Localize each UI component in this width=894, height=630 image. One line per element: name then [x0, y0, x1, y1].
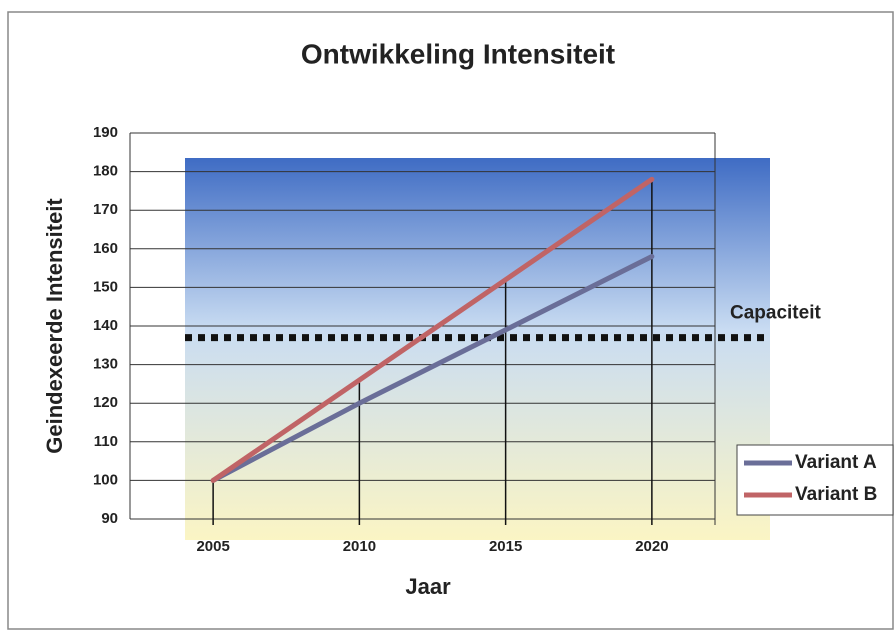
y-tick-label: 140	[93, 317, 118, 334]
legend-box	[736, 444, 894, 516]
y-tick-label: 90	[101, 510, 118, 527]
x-tick-label: 2015	[489, 538, 522, 555]
chart-title: Ontwikkeling Intensiteit	[301, 38, 615, 69]
legend-label: Variant A	[795, 452, 877, 473]
series-line	[210, 254, 655, 483]
y-tick-label: 100	[93, 471, 118, 488]
y-axis-label: Geindexeerde Intensiteit	[42, 198, 67, 454]
capacity-label: Capaciteit	[730, 303, 821, 324]
y-tick-label: 110	[94, 433, 118, 450]
x-tick-label: 2005	[196, 538, 229, 555]
x-tick-label: 2020	[635, 538, 668, 555]
x-axis-label: Jaar	[405, 574, 451, 599]
x-tick-label: 2010	[343, 538, 376, 555]
frame	[7, 11, 894, 630]
background	[185, 158, 770, 540]
y-tick-label: 180	[93, 163, 118, 180]
y-tick-label: 160	[93, 240, 118, 257]
y-tick-label: 130	[93, 356, 118, 373]
series-line	[210, 176, 655, 483]
y-tick-label: 190	[93, 124, 118, 141]
y-tick-label: 120	[93, 394, 118, 411]
y-tick-label: 170	[93, 201, 118, 218]
y-tick-label: 150	[93, 278, 118, 295]
legend-label: Variant B	[795, 484, 877, 505]
